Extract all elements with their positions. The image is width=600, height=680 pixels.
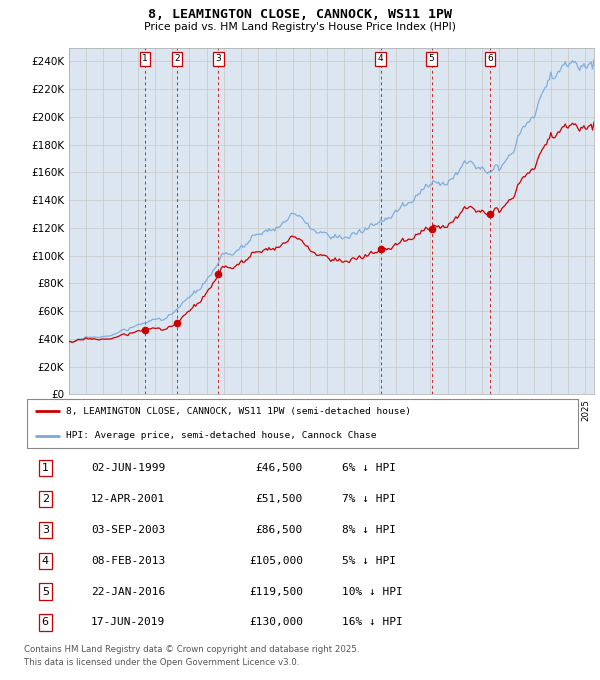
Text: 4: 4	[378, 54, 383, 63]
Text: 3: 3	[42, 525, 49, 535]
Text: £105,000: £105,000	[249, 556, 303, 566]
Text: 3: 3	[215, 54, 221, 63]
Text: 4: 4	[41, 556, 49, 566]
Text: £51,500: £51,500	[256, 494, 303, 504]
Text: HPI: Average price, semi-detached house, Cannock Chase: HPI: Average price, semi-detached house,…	[66, 431, 376, 441]
Text: 7% ↓ HPI: 7% ↓ HPI	[342, 494, 396, 504]
Text: £86,500: £86,500	[256, 525, 303, 535]
Text: £119,500: £119,500	[249, 587, 303, 596]
Text: £130,000: £130,000	[249, 617, 303, 628]
Text: 6: 6	[42, 617, 49, 628]
Text: 5% ↓ HPI: 5% ↓ HPI	[342, 556, 396, 566]
Text: 08-FEB-2013: 08-FEB-2013	[91, 556, 165, 566]
Text: 8, LEAMINGTON CLOSE, CANNOCK, WS11 1PW (semi-detached house): 8, LEAMINGTON CLOSE, CANNOCK, WS11 1PW (…	[66, 407, 411, 416]
Text: £46,500: £46,500	[256, 463, 303, 473]
FancyBboxPatch shape	[27, 399, 578, 448]
Text: 17-JUN-2019: 17-JUN-2019	[91, 617, 165, 628]
Text: 10% ↓ HPI: 10% ↓ HPI	[342, 587, 403, 596]
Text: 6% ↓ HPI: 6% ↓ HPI	[342, 463, 396, 473]
Text: 22-JAN-2016: 22-JAN-2016	[91, 587, 165, 596]
Text: 16% ↓ HPI: 16% ↓ HPI	[342, 617, 403, 628]
Text: 1: 1	[142, 54, 148, 63]
Text: 12-APR-2001: 12-APR-2001	[91, 494, 165, 504]
Text: 2: 2	[41, 494, 49, 504]
Text: Contains HM Land Registry data © Crown copyright and database right 2025.: Contains HM Land Registry data © Crown c…	[24, 645, 359, 653]
Text: 5: 5	[42, 587, 49, 596]
Text: 8% ↓ HPI: 8% ↓ HPI	[342, 525, 396, 535]
Text: This data is licensed under the Open Government Licence v3.0.: This data is licensed under the Open Gov…	[24, 658, 299, 666]
Text: 8, LEAMINGTON CLOSE, CANNOCK, WS11 1PW: 8, LEAMINGTON CLOSE, CANNOCK, WS11 1PW	[148, 8, 452, 21]
Text: 5: 5	[428, 54, 434, 63]
Text: 03-SEP-2003: 03-SEP-2003	[91, 525, 165, 535]
Text: 02-JUN-1999: 02-JUN-1999	[91, 463, 165, 473]
Text: 1: 1	[42, 463, 49, 473]
Text: 6: 6	[487, 54, 493, 63]
Text: Price paid vs. HM Land Registry's House Price Index (HPI): Price paid vs. HM Land Registry's House …	[144, 22, 456, 32]
Text: 2: 2	[174, 54, 180, 63]
